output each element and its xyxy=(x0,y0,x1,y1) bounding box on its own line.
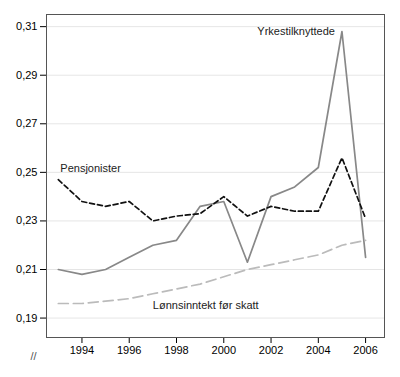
svg-text:1996: 1996 xyxy=(117,344,141,356)
svg-text:0,25: 0,25 xyxy=(16,166,37,178)
svg-text:0,23: 0,23 xyxy=(16,214,37,226)
svg-text:0,31: 0,31 xyxy=(16,20,37,32)
svg-text:Lønnsinntekt før skatt: Lønnsinntekt før skatt xyxy=(153,299,259,311)
svg-text:0,19: 0,19 xyxy=(16,312,37,324)
svg-text:0,29: 0,29 xyxy=(16,69,37,81)
svg-text:Pensjonister: Pensjonister xyxy=(60,162,121,174)
svg-text:0,21: 0,21 xyxy=(16,263,37,275)
svg-text:2002: 2002 xyxy=(259,344,283,356)
svg-text:2006: 2006 xyxy=(353,344,377,356)
svg-text:1994: 1994 xyxy=(70,344,94,356)
svg-text:Yrkestilknyttede: Yrkestilknyttede xyxy=(257,25,335,37)
svg-text:0,27: 0,27 xyxy=(16,117,37,129)
svg-text:1998: 1998 xyxy=(164,344,188,356)
svg-text:2000: 2000 xyxy=(212,344,236,356)
svg-text://: // xyxy=(31,350,38,362)
svg-text:2004: 2004 xyxy=(306,344,330,356)
